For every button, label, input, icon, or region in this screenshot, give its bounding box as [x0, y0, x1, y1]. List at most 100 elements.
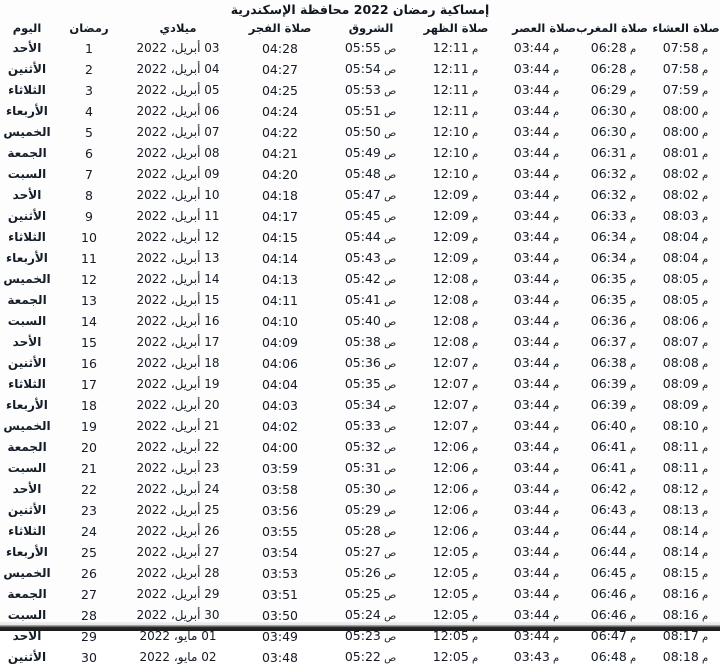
table-row: 08:03 م 06:33 م 03:44 م 12:09 م 05:45 ص 04:17…: [0, 206, 720, 227]
meridiem-label: م: [549, 212, 560, 223]
cell-maghrib: 06:35 م: [576, 290, 652, 311]
cell-weekday: السبت: [7, 167, 47, 181]
cell-fajr: 04:02: [232, 416, 328, 437]
cell-weekday: الأربعاء: [6, 251, 48, 265]
table-row: 08:13 م 06:43 م 03:44 م 12:06 م 05:29 ص 03:56…: [0, 500, 720, 521]
table-row: 08:14 م 06:44 م 03:44 م 12:05 م 05:27 ص 03:54…: [0, 542, 720, 563]
cell-fajr: 04:20: [232, 164, 328, 185]
meridiem-label: م: [468, 401, 479, 412]
meridiem-label: ص: [380, 443, 397, 454]
cell-isha: 08:13 م: [652, 500, 720, 521]
cell-ramadan-day: 14: [81, 314, 97, 329]
cell-gregorian: 22 أبريل، 2022: [136, 440, 220, 454]
time-value: 05:36: [344, 355, 381, 370]
cell-ramadan-day: 21: [81, 461, 97, 476]
cell-weekday: السبت: [7, 461, 47, 475]
time-value: 12:05: [432, 607, 469, 622]
cell-maghrib: 06:31 م: [576, 143, 652, 164]
cell-maghrib: 06:38 م: [576, 353, 652, 374]
time-value: 03:44: [513, 313, 550, 328]
time-value: 06:32: [590, 166, 627, 181]
meridiem-label: م: [698, 422, 709, 433]
meridiem-label: م: [549, 569, 560, 580]
cell-asr: 03:44 م: [498, 143, 576, 164]
meridiem-label: م: [626, 296, 637, 307]
meridiem-label: م: [549, 359, 560, 370]
meridiem-label: م: [698, 569, 709, 580]
cell-fajr: 04:18: [232, 185, 328, 206]
time-value: 03:44: [513, 544, 550, 559]
table-row: 08:09 م 06:39 م 03:44 م 12:07 م 05:34 ص 04:03…: [0, 395, 720, 416]
table-row: 08:00 م 06:30 م 03:44 م 12:10 م 05:50 ص 04:22…: [0, 122, 720, 143]
cell-dhuhr: 12:05 م: [414, 647, 498, 668]
cell-fajr: 03:55: [232, 521, 328, 542]
cell-gregorian: 02 مايو، 2022: [139, 650, 217, 664]
time-value: 04:17: [261, 209, 299, 224]
meridiem-label: م: [468, 317, 479, 328]
cell-dhuhr: 12:09 م: [414, 185, 498, 206]
cell-fajr: 03:58: [232, 479, 328, 500]
cell-ramadan-day: 20: [81, 440, 97, 455]
cell-gregorian: 21 أبريل، 2022: [136, 419, 220, 433]
cell-weekday: الخميس: [3, 566, 51, 580]
meridiem-label: م: [468, 548, 479, 559]
meridiem-label: م: [468, 149, 479, 160]
time-value: 05:47: [344, 187, 381, 202]
meridiem-label: م: [549, 611, 560, 622]
time-value: 06:48: [590, 649, 627, 664]
cell-ramadan-day: 25: [81, 545, 97, 560]
meridiem-label: م: [626, 569, 637, 580]
time-value: 06:45: [590, 565, 627, 580]
cell-dhuhr: 12:11 م: [414, 101, 498, 122]
meridiem-label: م: [468, 296, 479, 307]
cell-isha: 08:00 م: [652, 101, 720, 122]
meridiem-label: ص: [380, 128, 397, 139]
time-value: 03:44: [513, 334, 550, 349]
meridiem-label: م: [468, 611, 479, 622]
cell-isha: 08:04 م: [652, 248, 720, 269]
time-value: 04:15: [261, 230, 299, 245]
cell-dhuhr: 12:07 م: [414, 374, 498, 395]
cell-maghrib: 06:43 م: [576, 500, 652, 521]
cell-isha: 07:58 م: [652, 38, 720, 59]
meridiem-label: م: [549, 233, 560, 244]
meridiem-label: م: [698, 170, 709, 181]
cell-dhuhr: 12:06 م: [414, 458, 498, 479]
cell-dhuhr: 12:08 م: [414, 311, 498, 332]
cell-asr: 03:44 م: [498, 59, 576, 80]
time-value: 08:04: [662, 250, 699, 265]
time-value: 05:25: [344, 586, 381, 601]
cell-isha: 08:00 م: [652, 122, 720, 143]
cell-isha: 08:09 م: [652, 395, 720, 416]
cell-gregorian: 30 أبريل، 2022: [136, 608, 220, 622]
cell-sunrise: 05:43 ص: [328, 248, 414, 269]
cell-sunrise: 05:25 ص: [328, 584, 414, 605]
meridiem-label: ص: [380, 233, 397, 244]
cell-fajr: 04:22: [232, 122, 328, 143]
cell-sunrise: 05:28 ص: [328, 521, 414, 542]
meridiem-label: م: [549, 44, 560, 55]
table-row: 08:07 م 06:37 م 03:44 م 12:08 م 05:38 ص 04:09…: [0, 332, 720, 353]
cell-fajr: 04:10: [232, 311, 328, 332]
cell-gregorian: 20 أبريل، 2022: [136, 398, 220, 412]
time-value: 12:08: [432, 271, 469, 286]
time-value: 03:53: [261, 566, 299, 581]
meridiem-label: م: [468, 233, 479, 244]
meridiem-label: م: [626, 233, 637, 244]
cell-sunrise: 05:55 ص: [328, 38, 414, 59]
time-value: 12:07: [432, 355, 469, 370]
time-value: 07:59: [662, 82, 699, 97]
cell-ramadan-day: 19: [81, 419, 97, 434]
time-value: 03:44: [513, 481, 550, 496]
cell-gregorian: 29 أبريل، 2022: [136, 587, 220, 601]
time-value: 12:07: [432, 376, 469, 391]
meridiem-label: م: [549, 401, 560, 412]
meridiem-label: ص: [380, 317, 397, 328]
time-value: 03:44: [513, 565, 550, 580]
cell-sunrise: 05:48 ص: [328, 164, 414, 185]
time-value: 08:04: [662, 229, 699, 244]
time-value: 08:16: [662, 607, 699, 622]
cell-fajr: 04:28: [232, 38, 328, 59]
cell-asr: 03:44 م: [498, 248, 576, 269]
cell-dhuhr: 12:10 م: [414, 122, 498, 143]
